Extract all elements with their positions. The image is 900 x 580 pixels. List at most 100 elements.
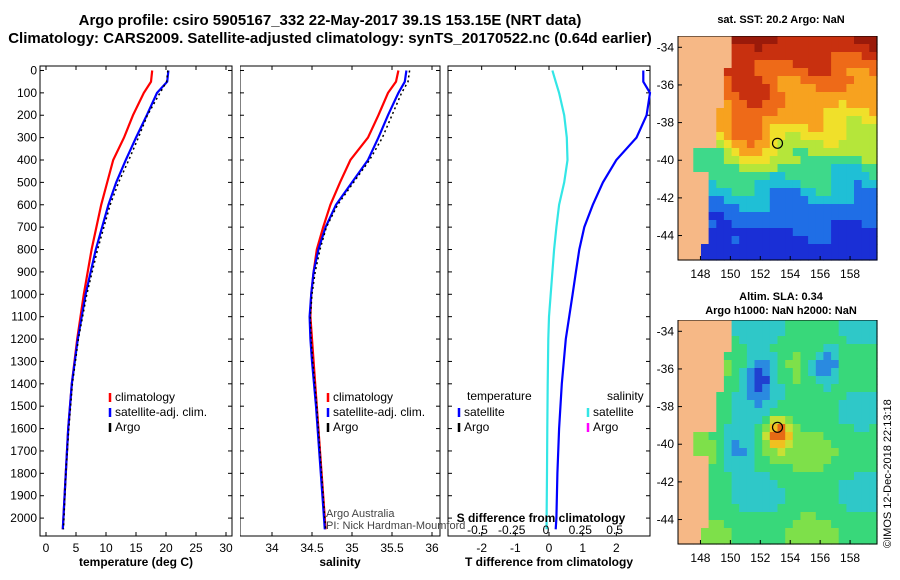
sla_map-cell — [762, 512, 771, 521]
sla_map-cell — [731, 456, 740, 465]
sst_map-cell — [831, 60, 840, 69]
sla_map-cell — [846, 528, 855, 537]
sla_map-cell — [854, 504, 863, 513]
sst_map-cell — [869, 108, 878, 117]
sla_map-cell — [823, 464, 832, 473]
sla_map-cell — [731, 504, 740, 513]
sst_map-cell — [861, 60, 870, 69]
sst_map-cell — [723, 180, 733, 189]
sst_map-cell — [746, 180, 756, 189]
sla_map-cell — [831, 448, 840, 457]
difference-x2tick-label: 0.5 — [606, 523, 623, 537]
sst_map-cell — [723, 236, 733, 245]
sst_map-cell — [716, 148, 725, 157]
sla_map-cell — [701, 488, 710, 497]
sla_map-cell — [701, 400, 710, 409]
sla_map-cell — [785, 432, 794, 441]
sla_map-cell — [723, 488, 733, 497]
sla_map-cell — [739, 520, 748, 529]
sst_map-cell — [762, 76, 771, 85]
sla_map-cell — [800, 400, 809, 409]
sst_map-cell — [678, 164, 687, 173]
sst_map-cell — [701, 52, 710, 61]
sla_map-cell — [739, 408, 748, 417]
sla_map-cell — [831, 440, 840, 449]
sla_map-cell — [838, 456, 847, 465]
sst_map-cell — [831, 52, 840, 61]
sla_map-cell — [831, 424, 840, 433]
sla_map-cell — [815, 464, 825, 473]
sst_map-cell — [769, 180, 779, 189]
sst_map-cell — [762, 164, 771, 173]
sla_map-cell — [754, 400, 763, 409]
sla_map-cell — [800, 520, 809, 529]
sla_map-cell — [838, 416, 847, 425]
sst_map-cell — [869, 124, 878, 133]
sla_map-cell — [777, 320, 786, 329]
sla_map-cell — [693, 472, 702, 481]
sla_map-cell — [723, 360, 733, 369]
sla_map-cell — [723, 376, 733, 385]
sst_map-cell — [861, 100, 870, 109]
sst_map-cell — [754, 188, 763, 197]
sst_map-cell — [754, 252, 763, 261]
sst_map-cell — [792, 108, 802, 117]
sla_map-cell — [846, 456, 855, 465]
sst_map-cell — [762, 52, 771, 61]
sla_map-cell — [838, 496, 847, 505]
sst_map-cell — [739, 196, 748, 205]
sst_map-cell — [739, 156, 748, 165]
sla_map-cell — [769, 376, 779, 385]
sst_map-cell — [708, 204, 717, 213]
sst_map-cell — [754, 172, 763, 181]
sst_map-cell — [792, 180, 802, 189]
sst_map-cell — [731, 244, 740, 253]
sst_map-cell — [723, 100, 733, 109]
sla_map-cell — [731, 376, 740, 385]
sla_map-cell — [769, 368, 779, 377]
sla_map-cell — [854, 424, 863, 433]
sst_map-cell — [869, 156, 878, 165]
sla_map-cell — [708, 440, 717, 449]
sst_map-cell — [723, 52, 733, 61]
sst_map-cell — [678, 156, 687, 165]
sst_map-cell — [869, 60, 878, 69]
sst_map-ytick-label: -40 — [657, 153, 675, 167]
sla_map-cell — [731, 440, 740, 449]
sla_map-cell — [861, 352, 870, 361]
sla_map-cell — [769, 488, 779, 497]
sla_map-cell — [823, 424, 832, 433]
sst_map-cell — [800, 212, 809, 221]
difference-salinity-legend-label: Argo — [593, 420, 619, 434]
sla_map-cell — [846, 400, 855, 409]
sla_map-cell — [785, 368, 794, 377]
sla_map-cell — [800, 328, 809, 337]
sla_map-cell — [754, 424, 763, 433]
sst_map-cell — [846, 116, 855, 125]
sla_map-cell — [762, 336, 771, 345]
sst_map-cell — [731, 132, 740, 141]
sst_map-cell — [762, 100, 771, 109]
sla_map-cell — [678, 328, 687, 337]
sst_map-cell — [685, 108, 694, 117]
sst_map-cell — [731, 116, 740, 125]
sst_map-cell — [815, 36, 825, 45]
sst_map-cell — [693, 60, 702, 69]
sst_map-cell — [815, 204, 825, 213]
temperature-ytick-label: 1600 — [10, 422, 37, 436]
sla_map-cell — [685, 424, 694, 433]
sla_map-cell — [754, 320, 763, 329]
sla_map-cell — [869, 368, 878, 377]
sla_map-cell — [746, 504, 756, 513]
sla_map-cell — [769, 528, 779, 537]
sst_map-cell — [685, 196, 694, 205]
sst_map-cell — [716, 212, 725, 221]
sla_map-cell — [731, 472, 740, 481]
sst_map-cell — [808, 108, 817, 117]
sst_map-cell — [846, 220, 855, 229]
sst_map-cell — [693, 124, 702, 133]
sst_map-cell — [716, 76, 725, 85]
sla_map-cell — [685, 480, 694, 489]
sst_map-cell — [846, 188, 855, 197]
sla_map-frame — [677, 320, 878, 545]
